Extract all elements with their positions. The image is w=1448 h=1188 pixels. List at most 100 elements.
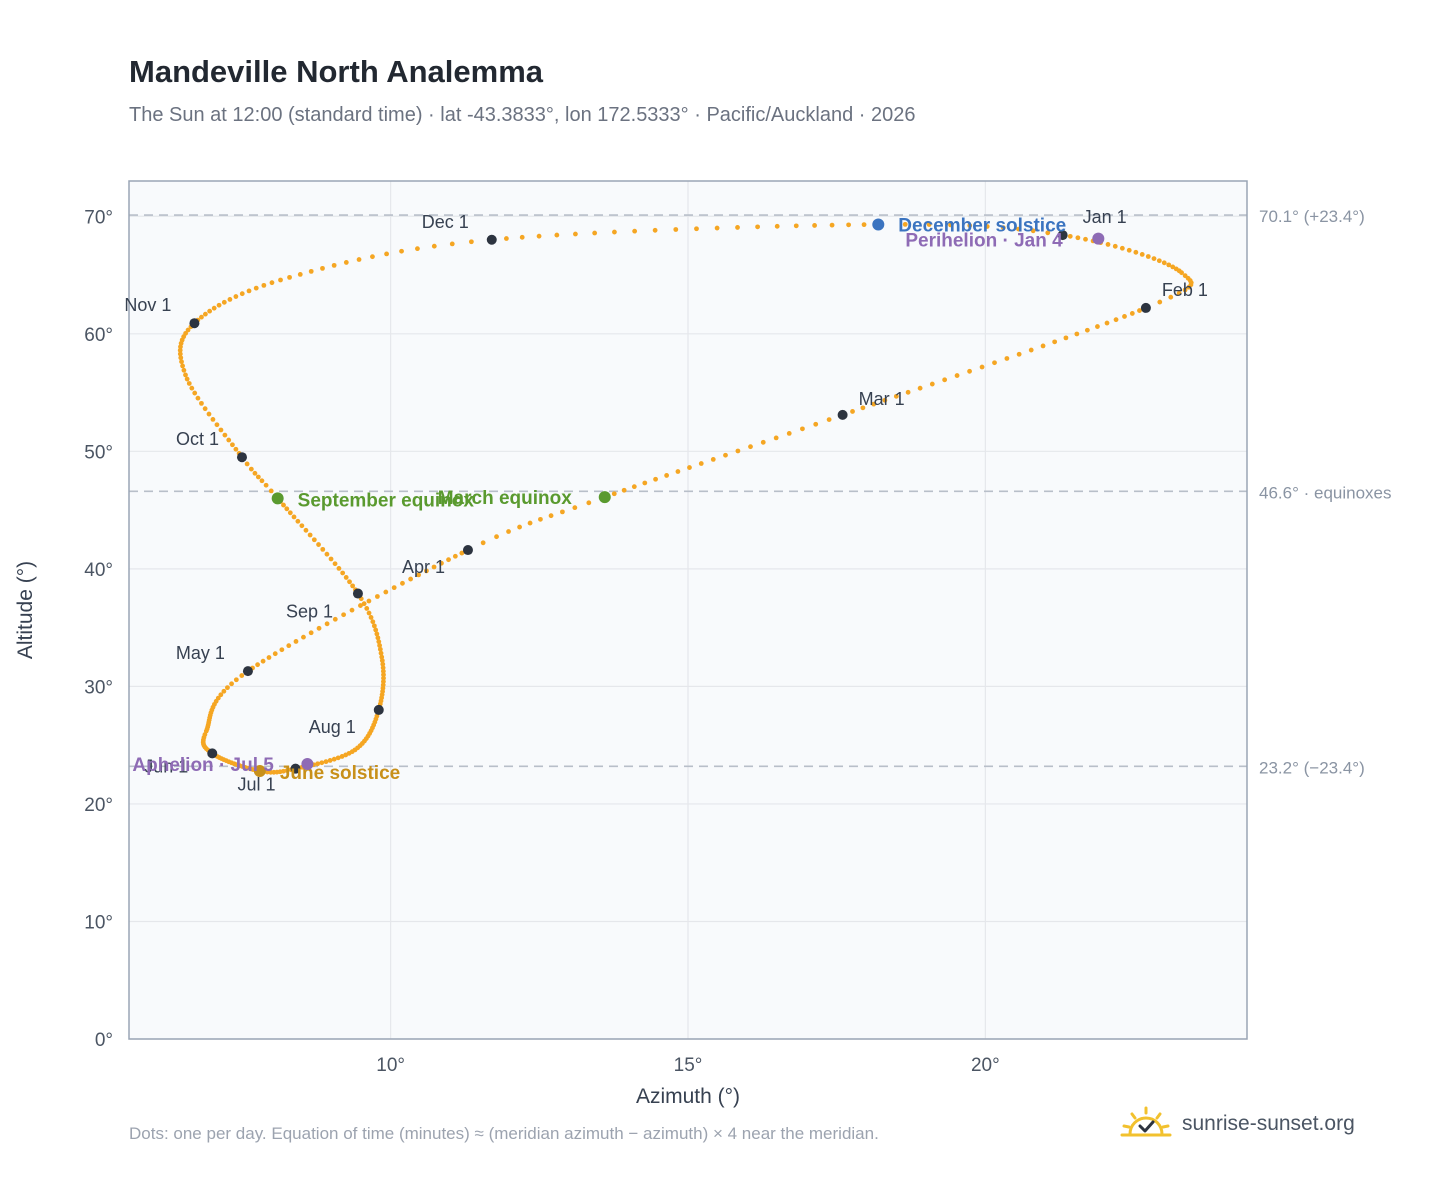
- y-tick-label: 40°: [84, 560, 113, 581]
- x-axis-label: Azimuth (°): [636, 1085, 740, 1108]
- daily-dot: [226, 437, 232, 443]
- daily-dot: [379, 654, 385, 660]
- daily-dot: [177, 351, 183, 357]
- month-marker-dot: [242, 666, 253, 677]
- daily-dot: [199, 400, 204, 406]
- event-marker-dot: [253, 765, 266, 778]
- daily-dot: [370, 254, 375, 260]
- daily-dot: [812, 223, 817, 228]
- month-marker-label: Dec 1: [422, 212, 469, 232]
- daily-dot: [328, 556, 334, 562]
- month-marker-dot: [462, 545, 473, 556]
- brand-name: sunrise-sunset.org: [1182, 1112, 1355, 1135]
- daily-dot: [255, 474, 261, 480]
- event-marker-dot: [872, 218, 885, 231]
- event-marker-label: December solstice: [898, 215, 1066, 236]
- daily-dot: [1156, 258, 1162, 264]
- daily-dot: [517, 524, 522, 530]
- x-tick-label: 20°: [971, 1055, 1000, 1076]
- daily-dot: [332, 616, 338, 622]
- daily-dot: [480, 540, 486, 546]
- daily-dot: [195, 395, 201, 401]
- month-marker-dot: [1140, 302, 1151, 313]
- daily-dot: [826, 417, 832, 422]
- month-marker-label: May 1: [176, 643, 225, 663]
- daily-dot: [199, 314, 204, 320]
- daily-dot: [917, 385, 923, 391]
- y-tick-label: 50°: [84, 442, 113, 463]
- reference-line-label: 70.1° (+23.4°): [1259, 207, 1365, 226]
- daily-dot: [374, 631, 380, 637]
- daily-dot: [905, 389, 911, 395]
- daily-dot: [272, 651, 278, 657]
- daily-dot: [846, 222, 852, 228]
- daily-dot: [233, 677, 239, 683]
- daily-dot: [760, 439, 766, 445]
- daily-dot: [248, 466, 254, 472]
- month-marker-dot: [837, 409, 848, 420]
- reference-line-label: 23.2° (−23.4°): [1259, 758, 1365, 777]
- daily-dot: [239, 673, 245, 678]
- daily-dot: [377, 643, 382, 648]
- month-marker-label: Nov 1: [124, 295, 171, 315]
- daily-dot: [813, 421, 819, 427]
- y-tick-label: 20°: [84, 795, 113, 816]
- event-marker-dot: [598, 491, 611, 504]
- daily-dot: [192, 390, 198, 396]
- event-marker-dot: [1092, 232, 1105, 245]
- daily-dot: [202, 406, 208, 412]
- daily-dot: [307, 532, 313, 538]
- daily-dot: [1083, 236, 1088, 242]
- month-marker-label: Aug 1: [309, 717, 356, 737]
- month-marker-dot: [207, 748, 218, 759]
- daily-dot: [319, 760, 325, 766]
- daily-dot: [308, 630, 314, 636]
- daily-dot: [1004, 356, 1010, 361]
- daily-dot: [1028, 347, 1034, 353]
- daily-dot: [829, 222, 835, 228]
- daily-dot: [1126, 247, 1132, 253]
- daily-dot: [218, 692, 224, 698]
- daily-dot: [281, 768, 286, 774]
- daily-dot: [211, 305, 217, 311]
- daily-dot: [400, 580, 405, 586]
- daily-dot: [1170, 264, 1176, 270]
- daily-dot: [1063, 335, 1069, 341]
- daily-dot: [1105, 242, 1111, 247]
- daily-dot: [611, 491, 617, 497]
- daily-dot: [368, 615, 374, 620]
- daily-dot: [222, 432, 228, 438]
- daily-dot: [554, 232, 560, 238]
- daily-dot: [1052, 339, 1058, 345]
- daily-dot: [415, 246, 420, 252]
- daily-dot: [376, 639, 382, 645]
- daily-dot: [527, 520, 533, 526]
- daily-dot: [279, 647, 285, 653]
- daily-dot: [259, 478, 265, 484]
- daily-dot: [261, 282, 267, 288]
- daily-dot: [391, 585, 397, 591]
- daily-dot: [370, 619, 376, 625]
- daily-dot: [268, 488, 274, 494]
- brand[interactable]: sunrise-sunset.org: [1120, 1102, 1355, 1146]
- daily-dot: [225, 685, 230, 691]
- daily-dot: [1145, 254, 1151, 259]
- month-marker-label: Oct 1: [176, 429, 219, 449]
- daily-dot: [374, 594, 380, 599]
- month-marker-dot: [236, 452, 247, 463]
- daily-dot: [375, 635, 381, 641]
- daily-dot: [343, 575, 349, 580]
- daily-dot: [632, 228, 638, 234]
- daily-dot: [327, 758, 333, 763]
- daily-dot: [653, 476, 658, 482]
- daily-dot: [207, 308, 213, 314]
- daily-dot: [252, 470, 258, 476]
- daily-dot: [1179, 270, 1184, 276]
- daily-dot: [218, 427, 224, 433]
- daily-dot: [675, 469, 681, 474]
- daily-dot: [343, 260, 349, 265]
- daily-dot: [278, 277, 283, 283]
- daily-dot: [184, 376, 190, 382]
